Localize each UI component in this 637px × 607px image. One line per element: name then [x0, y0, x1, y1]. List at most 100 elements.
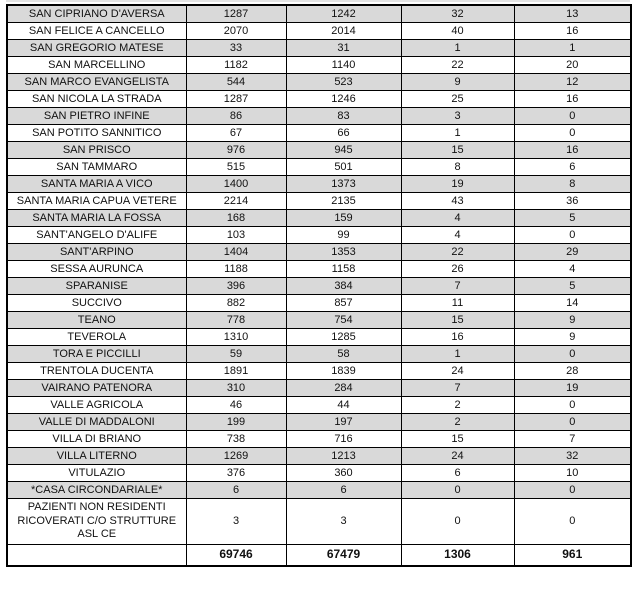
value-cell-4: 0 — [513, 396, 632, 414]
value-cell-3: 1 — [400, 345, 515, 363]
value-cell-3: 7 — [400, 277, 515, 295]
value-cell-4: 20 — [513, 56, 632, 74]
value-cell-2: 384 — [285, 277, 402, 295]
municipality-name-cell: SAN MARCO EVANGELISTA — [6, 73, 187, 91]
value-cell-4: 16 — [513, 90, 632, 108]
value-cell-3: 7 — [400, 379, 515, 397]
municipality-name-cell: VILLA LITERNO — [6, 447, 187, 465]
value-cell-1: 1287 — [185, 90, 287, 108]
value-cell-3: 15 — [400, 141, 515, 159]
value-cell-1: 396 — [185, 277, 287, 295]
value-cell-4: 9 — [513, 311, 632, 329]
cropped-row-remnant — [6, 0, 630, 2]
value-cell-1: 46 — [185, 396, 287, 414]
table-row: SAN NICOLA LA STRADA 1287 1246 25 16 — [6, 90, 632, 108]
municipality-name-cell: SAN TAMMARO — [6, 158, 187, 176]
table-row: PAZIENTI NON RESIDENTI RICOVERATI C/O ST… — [6, 498, 632, 545]
municipality-name-cell: SAN NICOLA LA STRADA — [6, 90, 187, 108]
value-cell-3: 0 — [400, 498, 515, 545]
table-row: *CASA CIRCONDARIALE* 6 6 0 0 — [6, 481, 632, 499]
value-cell-4: 0 — [513, 345, 632, 363]
value-cell-1: 376 — [185, 464, 287, 482]
table-row: SAN GREGORIO MATESE 33 31 1 1 — [6, 39, 632, 57]
value-cell-2: 1158 — [285, 260, 402, 278]
value-cell-1: 86 — [185, 107, 287, 125]
value-cell-2: 1373 — [285, 175, 402, 193]
table-row: VALLE AGRICOLA 46 44 2 0 — [6, 396, 632, 414]
municipality-name-cell: TORA E PICCILLI — [6, 345, 187, 363]
value-cell-2: 1140 — [285, 56, 402, 74]
value-cell-1: 738 — [185, 430, 287, 448]
table-row: SAN FELICE A CANCELLO 2070 2014 40 16 — [6, 22, 632, 40]
value-cell-3: 26 — [400, 260, 515, 278]
value-cell-1: 59 — [185, 345, 287, 363]
municipality-name-cell: VAIRANO PATENORA — [6, 379, 187, 397]
value-cell-1: 1287 — [185, 4, 287, 23]
value-cell-3: 3 — [400, 107, 515, 125]
totals-value-cell-4: 961 — [513, 544, 632, 567]
value-cell-2: 31 — [285, 39, 402, 57]
value-cell-4: 0 — [513, 481, 632, 499]
table-row: SESSA AURUNCA 1188 1158 26 4 — [6, 260, 632, 278]
municipality-name-cell: TRENTOLA DUCENTA — [6, 362, 187, 380]
municipality-name-cell: SAN GREGORIO MATESE — [6, 39, 187, 57]
value-cell-1: 1891 — [185, 362, 287, 380]
table-row: SANTA MARIA CAPUA VETERE 2214 2135 43 36 — [6, 192, 632, 210]
table-row: SANTA MARIA A VICO 1400 1373 19 8 — [6, 175, 632, 193]
value-cell-4: 5 — [513, 209, 632, 227]
municipality-name-cell: SANTA MARIA LA FOSSA — [6, 209, 187, 227]
value-cell-2: 1285 — [285, 328, 402, 346]
value-cell-3: 15 — [400, 430, 515, 448]
totals-value-cell-1: 69746 — [185, 544, 287, 567]
value-cell-2: 58 — [285, 345, 402, 363]
value-cell-2: 1242 — [285, 4, 402, 23]
value-cell-4: 7 — [513, 430, 632, 448]
value-cell-4: 0 — [513, 413, 632, 431]
value-cell-4: 16 — [513, 141, 632, 159]
table-row: VITULAZIO 376 360 6 10 — [6, 464, 632, 482]
value-cell-1: 103 — [185, 226, 287, 244]
value-cell-3: 11 — [400, 294, 515, 312]
municipality-name-cell: VITULAZIO — [6, 464, 187, 482]
value-cell-3: 9 — [400, 73, 515, 91]
table-row: SAN MARCELLINO 1182 1140 22 20 — [6, 56, 632, 74]
table-row: VILLA LITERNO 1269 1213 24 32 — [6, 447, 632, 465]
value-cell-4: 8 — [513, 175, 632, 193]
value-cell-4: 29 — [513, 243, 632, 261]
value-cell-1: 310 — [185, 379, 287, 397]
value-cell-3: 0 — [400, 481, 515, 499]
table-row: TEVEROLA 1310 1285 16 9 — [6, 328, 632, 346]
value-cell-2: 197 — [285, 413, 402, 431]
value-cell-3: 24 — [400, 362, 515, 380]
table-row: TORA E PICCILLI 59 58 1 0 — [6, 345, 632, 363]
value-cell-4: 19 — [513, 379, 632, 397]
table-row: VILLA DI BRIANO 738 716 15 7 — [6, 430, 632, 448]
value-cell-4: 4 — [513, 260, 632, 278]
value-cell-2: 6 — [285, 481, 402, 499]
municipality-name-cell: VALLE DI MADDALONI — [6, 413, 187, 431]
value-cell-4: 32 — [513, 447, 632, 465]
value-cell-4: 13 — [513, 4, 632, 23]
municipality-name-cell: SAN FELICE A CANCELLO — [6, 22, 187, 40]
value-cell-3: 43 — [400, 192, 515, 210]
value-cell-3: 2 — [400, 413, 515, 431]
municipality-name-cell: TEVEROLA — [6, 328, 187, 346]
value-cell-2: 1353 — [285, 243, 402, 261]
table-row: SANTA MARIA LA FOSSA 168 159 4 5 — [6, 209, 632, 227]
table-row: SPARANISE 396 384 7 5 — [6, 277, 632, 295]
value-cell-2: 945 — [285, 141, 402, 159]
municipality-name-cell: SAN PRISCO — [6, 141, 187, 159]
value-cell-1: 1188 — [185, 260, 287, 278]
value-cell-2: 3 — [285, 498, 402, 545]
table-row: VALLE DI MADDALONI 199 197 2 0 — [6, 413, 632, 431]
value-cell-4: 1 — [513, 39, 632, 57]
value-cell-1: 544 — [185, 73, 287, 91]
table-row: SUCCIVO 882 857 11 14 — [6, 294, 632, 312]
value-cell-3: 22 — [400, 56, 515, 74]
value-cell-4: 28 — [513, 362, 632, 380]
totals-row: 69746 67479 1306 961 — [6, 544, 632, 567]
value-cell-3: 1 — [400, 124, 515, 142]
value-cell-2: 99 — [285, 226, 402, 244]
municipality-name-cell: SAN PIETRO INFINE — [6, 107, 187, 125]
